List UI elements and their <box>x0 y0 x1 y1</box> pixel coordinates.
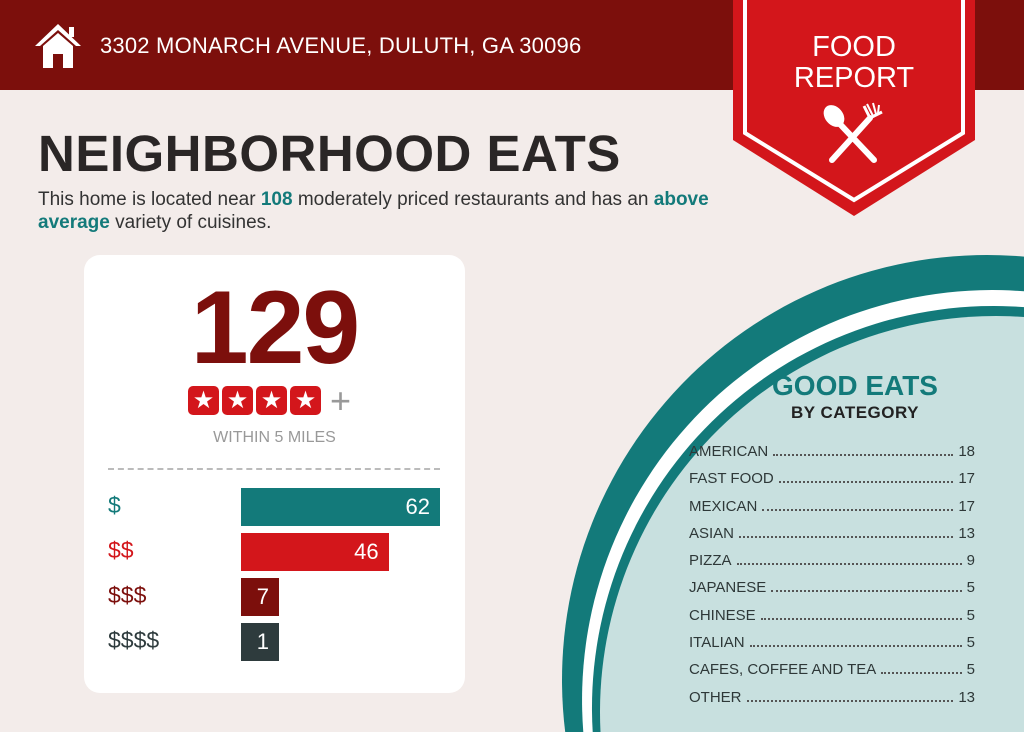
category-count: 5 <box>966 579 975 597</box>
category-row: PIZZA 9 <box>689 552 975 579</box>
address: 3302 MONARCH AVENUE, DULUTH, GA 30096 <box>100 33 582 58</box>
category-list: AMERICAN 18 FAST FOOD 17 MEXICAN 17 ASIAN 13 PIZ… <box>689 443 975 716</box>
dot-leader <box>881 672 962 675</box>
dot-leader <box>749 645 962 648</box>
dot-leader <box>773 454 954 456</box>
bar-label: $$$ <box>108 582 147 608</box>
distance-label: WITHIN 5 MILES <box>213 429 336 446</box>
restaurant-count: 108 <box>260 189 293 210</box>
dot-leader <box>736 563 962 566</box>
category-count: 5 <box>966 606 975 624</box>
category-name: CHINESE <box>689 606 756 624</box>
category-name: CAFES, COFFEE AND TEA <box>689 661 877 679</box>
category-count: 5 <box>966 634 975 652</box>
category-count: 9 <box>966 552 975 570</box>
good-eats-subtitle: BY CATEGORY <box>791 403 919 422</box>
dot-leader <box>746 699 954 702</box>
category-name: ASIAN <box>689 524 735 542</box>
category-count: 17 <box>958 470 975 488</box>
bar-label: $$ <box>108 537 134 563</box>
dot-leader <box>760 617 962 620</box>
category-count: 17 <box>958 497 975 515</box>
category-row: JAPANESE 5 <box>689 579 975 606</box>
category-name: OTHER <box>689 688 742 706</box>
ribbon-line1: FOOD <box>812 31 896 63</box>
ribbon-line2: REPORT <box>793 62 915 94</box>
category-row: CHINESE 5 <box>689 607 975 634</box>
total-restaurants: 129 <box>190 270 361 386</box>
category-name: AMERICAN <box>689 443 769 460</box>
utensils-icon <box>823 102 883 163</box>
star-icon: ★ <box>256 386 287 415</box>
category-name: JAPANESE <box>689 579 767 597</box>
category-name: FAST FOOD <box>689 470 774 488</box>
category-row: ASIAN 13 <box>689 525 975 552</box>
category-row: FAST FOOD 17 <box>689 470 975 497</box>
plate-center <box>599 316 1024 732</box>
category-count: 13 <box>958 688 975 706</box>
plus-icon: + <box>330 380 352 421</box>
star-icon: ★ <box>290 386 321 415</box>
star-rating: ★ ★ ★ ★ + <box>188 380 352 421</box>
variety-rating: above average <box>38 189 709 233</box>
dot-leader <box>739 535 954 538</box>
page-title: NEIGHBORHOOD EATS <box>38 125 621 182</box>
category-name: PIZZA <box>689 552 732 570</box>
bar: 7 <box>241 578 279 616</box>
bar: 1 <box>241 623 279 661</box>
category-name: ITALIAN <box>689 634 745 652</box>
bar: 46 <box>241 533 389 571</box>
ribbon-title: FOOD REPORT <box>733 32 975 94</box>
food-report-ribbon <box>733 0 975 216</box>
category-count: 13 <box>958 524 975 542</box>
category-row: AMERICAN 18 <box>689 443 975 470</box>
dot-leader <box>778 481 954 484</box>
star-icon: ★ <box>222 386 253 415</box>
category-count: 18 <box>958 443 975 460</box>
good-eats-title: GOOD EATS <box>772 370 938 401</box>
category-name: MEXICAN <box>689 497 758 515</box>
star-icon: ★ <box>188 386 219 415</box>
category-row: CAFES, COFFEE AND TEA 5 <box>689 661 975 688</box>
category-row: ITALIAN 5 <box>689 634 975 661</box>
bar: 62 <box>241 488 440 526</box>
bar-label: $ <box>108 492 121 518</box>
home-icon <box>35 24 81 68</box>
category-row: OTHER 13 <box>689 689 975 716</box>
dot-leader <box>771 590 962 593</box>
summary-card: 129 ★ ★ ★ ★ + WITHIN 5 MILES $62 $$ 46 $$$ 7 $$$$… <box>84 255 465 693</box>
category-row: MEXICAN 17 <box>689 498 975 525</box>
page-subtitle: This home is located near 108 moderately… <box>38 189 709 233</box>
bar-label: $$$$ <box>108 627 160 653</box>
dot-leader <box>762 508 954 511</box>
category-count: 5 <box>966 661 975 679</box>
divider <box>108 468 440 470</box>
